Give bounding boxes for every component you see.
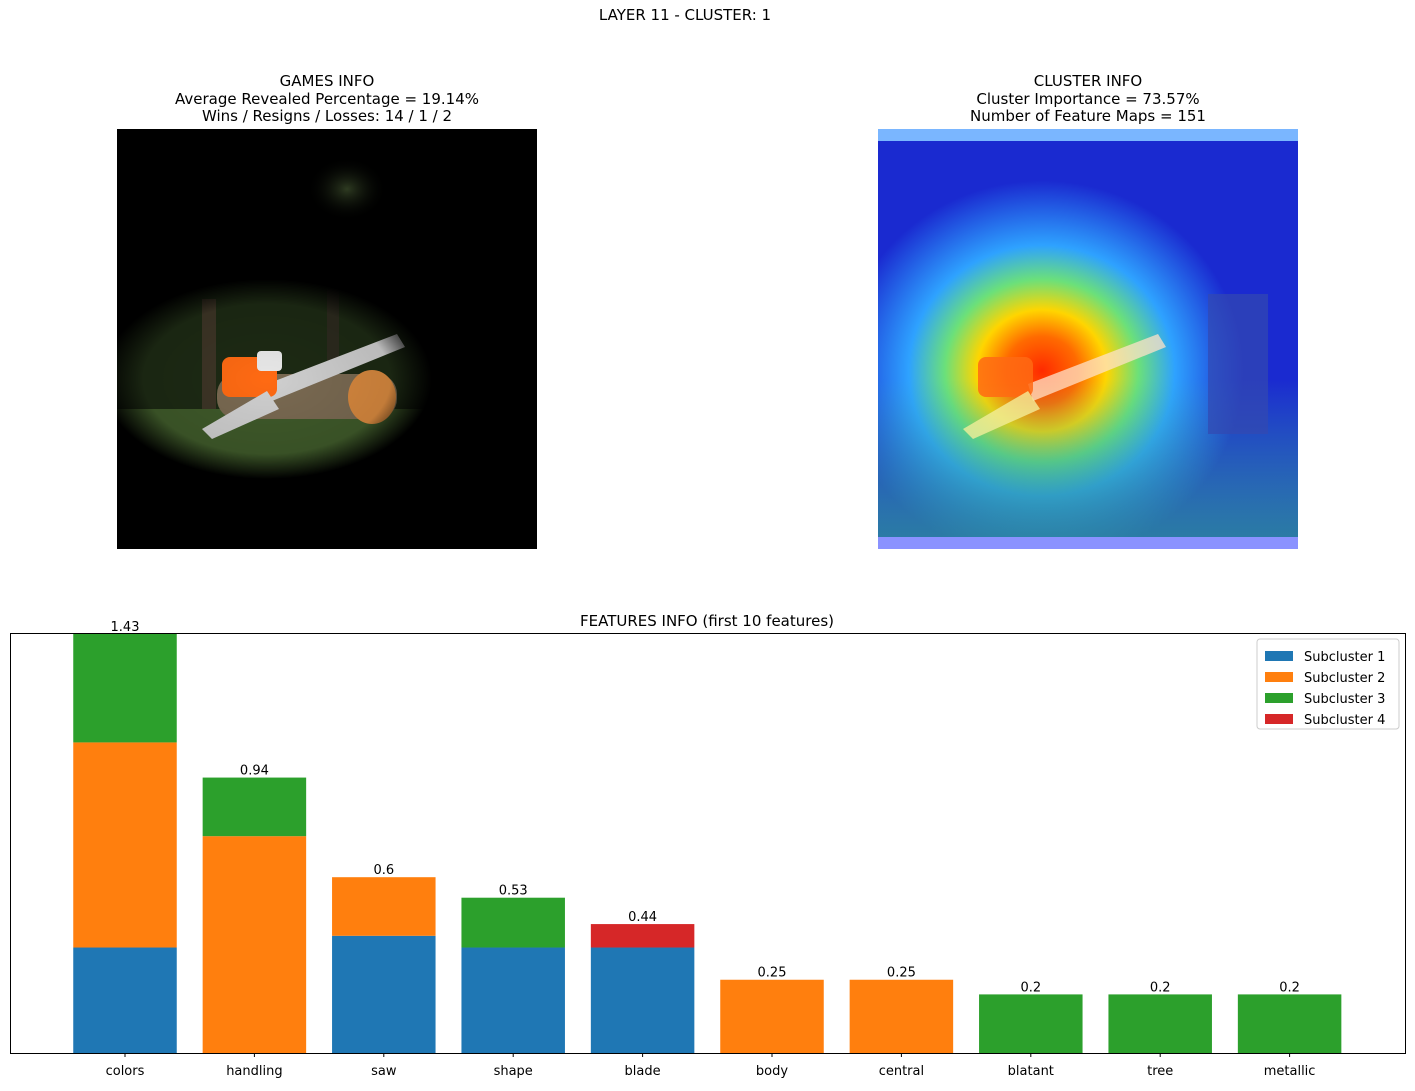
revealed-image	[117, 129, 537, 549]
bar-handling-subcluster-2	[202, 836, 307, 1053]
x-tick-label-body: body	[756, 1064, 788, 1079]
total-label-colors: 1.43	[111, 620, 140, 635]
bar-metallic-subcluster-3	[1237, 994, 1342, 1053]
bar-blatant-subcluster-3	[979, 994, 1083, 1053]
cluster-info-heading: CLUSTER INFO	[1033, 72, 1143, 90]
legend-swatch-3	[1265, 693, 1293, 703]
total-label-saw: 0.6	[373, 863, 394, 878]
legend-swatch-1	[1265, 651, 1293, 661]
x-tick-label-blade: blade	[625, 1064, 661, 1079]
total-label-tree: 0.2	[1150, 980, 1171, 995]
bars-group	[73, 634, 1342, 1053]
bar-colors-subcluster-2	[73, 742, 177, 948]
legend-label-1: Subcluster 1	[1304, 650, 1385, 665]
legend: Subcluster 1 Subcluster 2 Subcluster 3 Subc…	[1256, 638, 1400, 730]
cluster-info-feature-maps: Number of Feature Maps = 151	[970, 107, 1206, 125]
total-label-blatant: 0.2	[1020, 980, 1041, 995]
x-tick-labels: colors handling saw shape blade body central bl…	[106, 1053, 1316, 1079]
total-label-central: 0.25	[887, 966, 916, 981]
total-label-body: 0.25	[758, 966, 787, 981]
bar-blade-subcluster-1	[590, 947, 695, 1053]
total-label-metallic: 0.2	[1279, 980, 1300, 995]
games-info-heading: GAMES INFO	[279, 72, 375, 90]
x-tick-label-shape: shape	[494, 1064, 533, 1079]
features-chart: FEATURES INFO (first 10 features) 1.43 0.…	[0, 600, 1415, 1087]
bar-shape-subcluster-3	[461, 897, 565, 948]
total-label-handling: 0.94	[240, 764, 269, 779]
total-label-blade: 0.44	[628, 910, 657, 925]
bar-central-subcluster-2	[849, 979, 954, 1053]
cluster-heatmap-image	[878, 129, 1298, 549]
x-tick-label-central: central	[879, 1064, 924, 1079]
x-tick-label-tree: tree	[1147, 1064, 1173, 1079]
x-tick-label-colors: colors	[106, 1064, 145, 1079]
legend-swatch-4	[1265, 714, 1293, 724]
x-tick-label-handling: handling	[226, 1064, 282, 1079]
cluster-info-title: CLUSTER INFO Cluster Importance = 73.57%…	[878, 72, 1298, 126]
total-labels: 1.43 0.94 0.6 0.53 0.44 0.25 0.25 0.2 0.2 0.2	[111, 620, 1300, 995]
cluster-info-importance: Cluster Importance = 73.57%	[976, 89, 1200, 108]
figure-title: LAYER 11 - CLUSTER: 1	[598, 6, 772, 24]
bar-saw-subcluster-1	[332, 935, 436, 1053]
axes-frame	[10, 633, 1406, 1054]
legend-label-4: Subcluster 4	[1304, 713, 1385, 728]
legend-label-2: Subcluster 2	[1304, 671, 1385, 686]
bar-colors-subcluster-3	[73, 634, 177, 743]
x-tick-label-blatant: blatant	[1008, 1064, 1054, 1079]
games-info-revealed: Average Revealed Percentage = 19.14%	[174, 89, 479, 108]
games-info-title: GAMES INFO Average Revealed Percentage =…	[117, 72, 537, 126]
x-tick-label-saw: saw	[371, 1064, 397, 1079]
bar-blade-subcluster-4	[590, 924, 695, 948]
total-label-shape: 0.53	[499, 884, 528, 899]
bar-colors-subcluster-1	[73, 947, 177, 1053]
bar-body-subcluster-2	[720, 979, 824, 1053]
bar-tree-subcluster-3	[1108, 994, 1212, 1053]
games-info-results: Wins / Resigns / Losses: 14 / 1 / 2	[201, 107, 453, 125]
bar-saw-subcluster-2	[332, 877, 436, 936]
legend-swatch-2	[1265, 672, 1293, 682]
x-tick-label-metallic: metallic	[1264, 1064, 1316, 1079]
bar-shape-subcluster-1	[461, 947, 565, 1053]
legend-frame	[1256, 638, 1400, 730]
legend-label-3: Subcluster 3	[1304, 692, 1385, 707]
chart-title: FEATURES INFO (first 10 features)	[580, 612, 834, 630]
bar-handling-subcluster-3	[202, 777, 307, 837]
